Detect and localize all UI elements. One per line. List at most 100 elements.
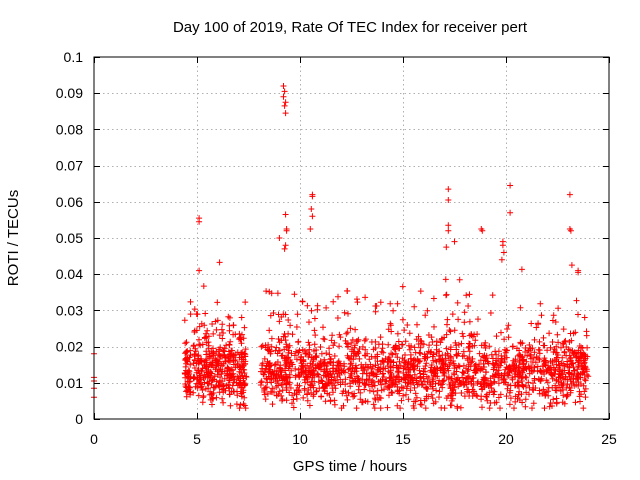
- data-point: [445, 393, 452, 399]
- data-point: [533, 324, 540, 331]
- data-point: [233, 401, 240, 408]
- data-point: [552, 367, 559, 374]
- data-point: [286, 371, 293, 378]
- data-point: [304, 397, 311, 404]
- data-point: [422, 405, 429, 412]
- data-point: [461, 309, 468, 316]
- data-point: [517, 352, 524, 359]
- data-point: [264, 358, 271, 365]
- data-point: [511, 405, 517, 412]
- data-point: [348, 360, 355, 367]
- data-point: [388, 389, 395, 396]
- data-point: [312, 332, 319, 339]
- data-point: [317, 358, 324, 365]
- data-point: [531, 375, 538, 382]
- data-point: [219, 395, 226, 402]
- data-point: [405, 358, 412, 365]
- data-point: [553, 399, 560, 406]
- x-tick-label: 5: [193, 431, 201, 447]
- data-point: [459, 369, 466, 376]
- data-point: [395, 338, 402, 345]
- data-point: [564, 358, 571, 365]
- data-point: [342, 388, 349, 395]
- data-point: [454, 405, 461, 412]
- data-point: [197, 342, 204, 349]
- data-point: [275, 336, 282, 342]
- data-point: [527, 353, 534, 360]
- data-point: [241, 324, 248, 331]
- data-point: [573, 297, 580, 304]
- data-point: [368, 365, 375, 372]
- data-point: [460, 382, 467, 389]
- data-point: [225, 357, 232, 364]
- data-point: [465, 361, 472, 368]
- data-point: [382, 377, 389, 384]
- data-point: [411, 344, 418, 351]
- data-point: [225, 348, 232, 355]
- data-point: [283, 227, 290, 234]
- data-point: [578, 391, 584, 398]
- data-point: [273, 378, 279, 385]
- data-point: [389, 389, 396, 396]
- data-point: [232, 331, 239, 338]
- data-point: [465, 379, 472, 386]
- data-point: [354, 299, 361, 306]
- data-point: [516, 383, 522, 390]
- data-point: [538, 375, 545, 382]
- data-point: [465, 344, 472, 351]
- data-point: [536, 356, 543, 363]
- data-point: [311, 378, 318, 385]
- data-point: [203, 339, 210, 346]
- data-point: [205, 373, 211, 380]
- data-point: [505, 322, 512, 329]
- y-tick-label: 0.02: [56, 339, 83, 355]
- data-point: [471, 331, 478, 338]
- data-point: [326, 351, 333, 358]
- data-point: [219, 321, 226, 328]
- data-point: [426, 379, 433, 386]
- data-point: [407, 387, 414, 394]
- data-point: [482, 357, 489, 364]
- data-point: [522, 345, 529, 351]
- data-point: [470, 374, 477, 381]
- data-point: [422, 312, 429, 319]
- data-point: [461, 393, 468, 400]
- data-point: [210, 390, 217, 396]
- data-point: [196, 267, 203, 274]
- data-point: [289, 392, 296, 399]
- data-point: [459, 330, 466, 337]
- y-tick-label: 0.06: [56, 194, 83, 210]
- data-point: [490, 366, 497, 373]
- data-point: [379, 358, 386, 365]
- data-point: [541, 405, 548, 412]
- data-point: [411, 405, 417, 412]
- data-point: [472, 369, 479, 376]
- data-point: [386, 392, 392, 399]
- data-point: [407, 366, 414, 373]
- data-point: [357, 389, 364, 396]
- data-point: [226, 385, 233, 392]
- data-point: [444, 350, 451, 357]
- data-point: [488, 385, 495, 391]
- data-point: [430, 378, 437, 385]
- data-point: [182, 340, 189, 347]
- data-point: [532, 359, 539, 366]
- data-point: [413, 394, 420, 401]
- data-point: [295, 366, 302, 373]
- data-point: [501, 372, 508, 379]
- data-point: [262, 342, 269, 349]
- data-point: [549, 359, 556, 366]
- data-point: [262, 396, 269, 403]
- data-point: [437, 365, 444, 372]
- data-point: [500, 249, 507, 256]
- data-point: [195, 355, 201, 362]
- x-tick-labels: 0 5 10 15 20 25: [90, 431, 617, 447]
- data-point: [229, 382, 236, 389]
- data-point: [493, 399, 500, 406]
- data-point: [401, 327, 408, 334]
- data-point: [571, 367, 578, 374]
- data-point: [282, 110, 289, 117]
- data-point: [278, 314, 285, 320]
- data-point: [291, 352, 298, 359]
- data-point: [471, 363, 478, 369]
